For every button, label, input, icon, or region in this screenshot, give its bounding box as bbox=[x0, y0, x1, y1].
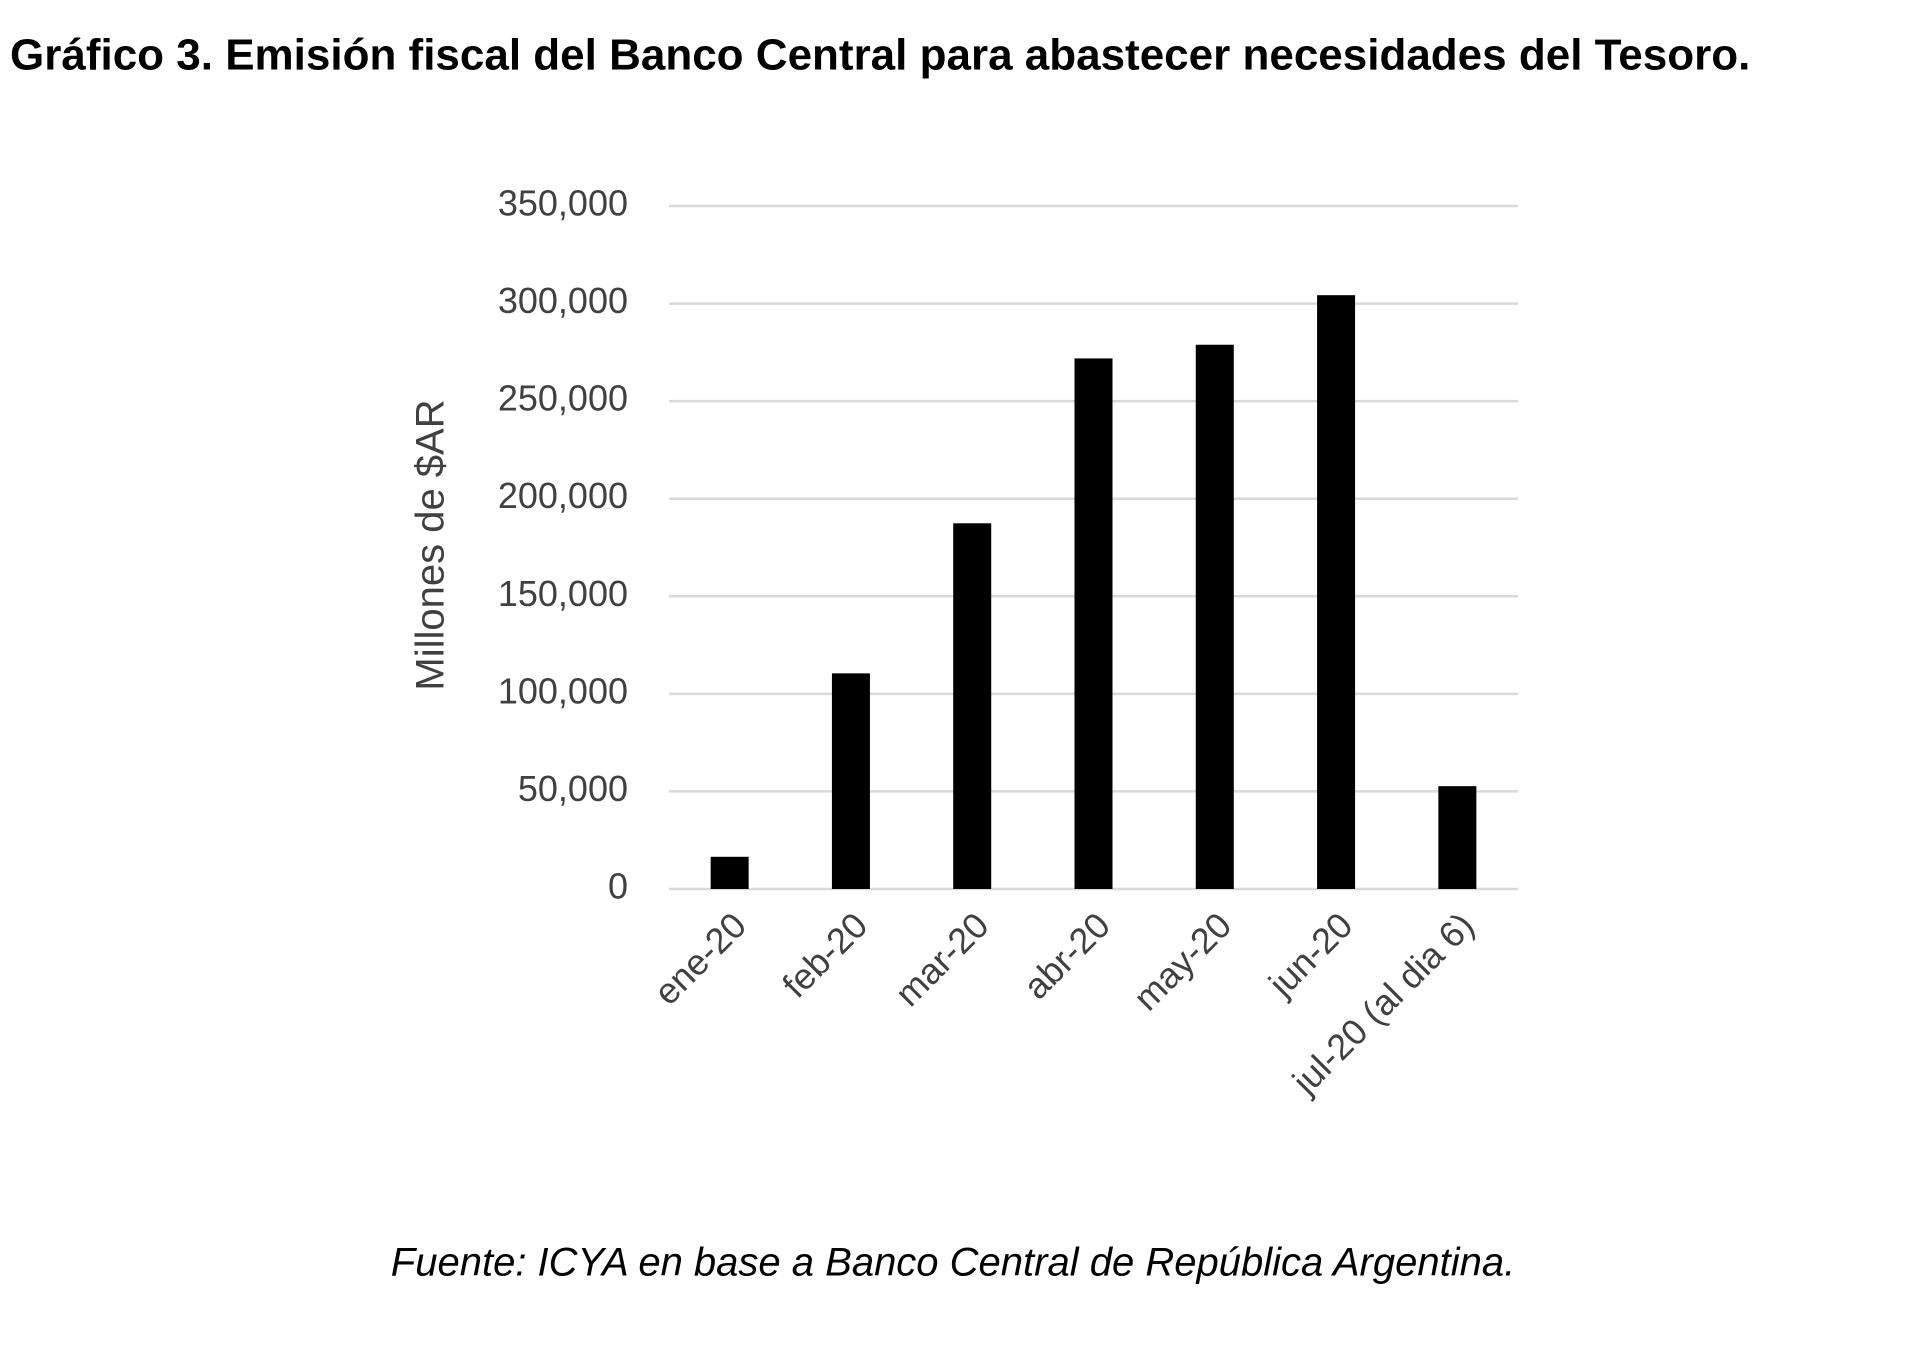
bar bbox=[831, 673, 870, 889]
y-tick-label: 300,000 bbox=[498, 280, 628, 321]
x-tick-label: abr-20 bbox=[1015, 904, 1118, 1007]
bar bbox=[1438, 786, 1477, 889]
y-tick-label: 200,000 bbox=[498, 475, 628, 516]
y-tick-label: 100,000 bbox=[498, 670, 628, 711]
x-tick-label: feb-20 bbox=[774, 904, 875, 1005]
y-tick-label: 350,000 bbox=[498, 183, 628, 224]
bar bbox=[710, 856, 749, 889]
bar bbox=[1195, 344, 1234, 889]
y-tick-label: 150,000 bbox=[498, 573, 628, 614]
y-tick-label: 250,000 bbox=[498, 378, 628, 419]
bar bbox=[953, 523, 992, 889]
bar bbox=[1317, 295, 1356, 889]
x-tick-label: may-20 bbox=[1125, 904, 1239, 1018]
bar bbox=[1074, 358, 1113, 889]
y-tick-label: 0 bbox=[608, 866, 628, 907]
chart-title: Gráfico 3. Emisión fiscal del Banco Cent… bbox=[10, 31, 1750, 80]
y-axis-label: Millones de $AR bbox=[409, 399, 453, 690]
x-tick-label: ene-20 bbox=[646, 904, 754, 1012]
source-note: Fuente: ICYA en base a Banco Central de … bbox=[391, 1241, 1515, 1285]
x-tick-label: mar-20 bbox=[887, 904, 997, 1014]
y-tick-label: 50,000 bbox=[518, 768, 628, 809]
x-tick-label: jun-20 bbox=[1260, 904, 1360, 1004]
